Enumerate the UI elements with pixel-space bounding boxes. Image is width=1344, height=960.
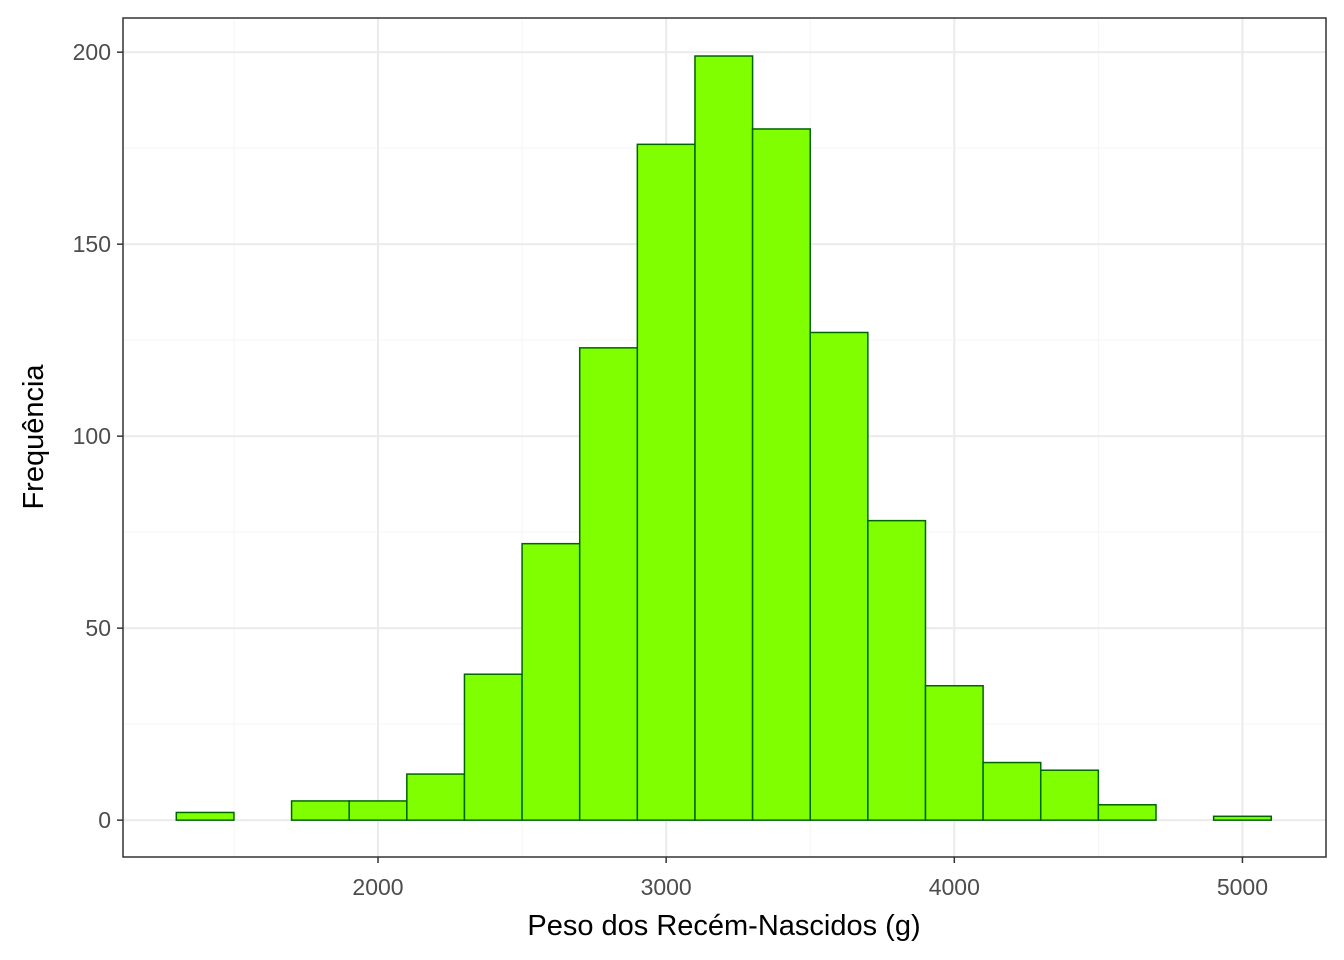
y-tick-label: 0 [98,807,111,833]
y-tick-label: 100 [73,423,111,449]
histogram-bar [636,143,696,821]
bars [175,55,1273,821]
histogram-bar [1097,804,1157,821]
y-tick-label: 200 [73,39,111,65]
x-tick-label: 2000 [352,874,403,900]
histogram-bar [867,519,927,821]
y-tick-label: 50 [85,615,111,641]
y-axis-title: Frequência [18,364,50,510]
x-axis-title: Peso dos Recém-Nascidos (g) [527,910,920,942]
histogram-bar [290,800,350,821]
x-tick-label: 4000 [929,874,980,900]
x-tick-label: 5000 [1217,874,1268,900]
histogram-bar [751,128,811,821]
histogram-bar [1039,769,1100,821]
y-tick-label: 150 [73,231,111,257]
panel-border [122,17,1327,858]
histogram-bar [809,331,869,821]
histogram-bar [175,811,235,821]
histogram-bar [924,684,984,821]
histogram-bar [578,347,639,821]
axes: 2000 3000 4000 5000 0 50 100 150 200 [73,39,1268,900]
histogram-bar [1212,815,1273,821]
histogram-bar [406,773,466,821]
histogram-bar [521,542,581,821]
histogram-bar [463,673,523,821]
histogram-bar [982,761,1042,821]
x-tick-label: 3000 [641,874,692,900]
histogram-bar [348,800,408,821]
histogram-bar [694,55,754,821]
